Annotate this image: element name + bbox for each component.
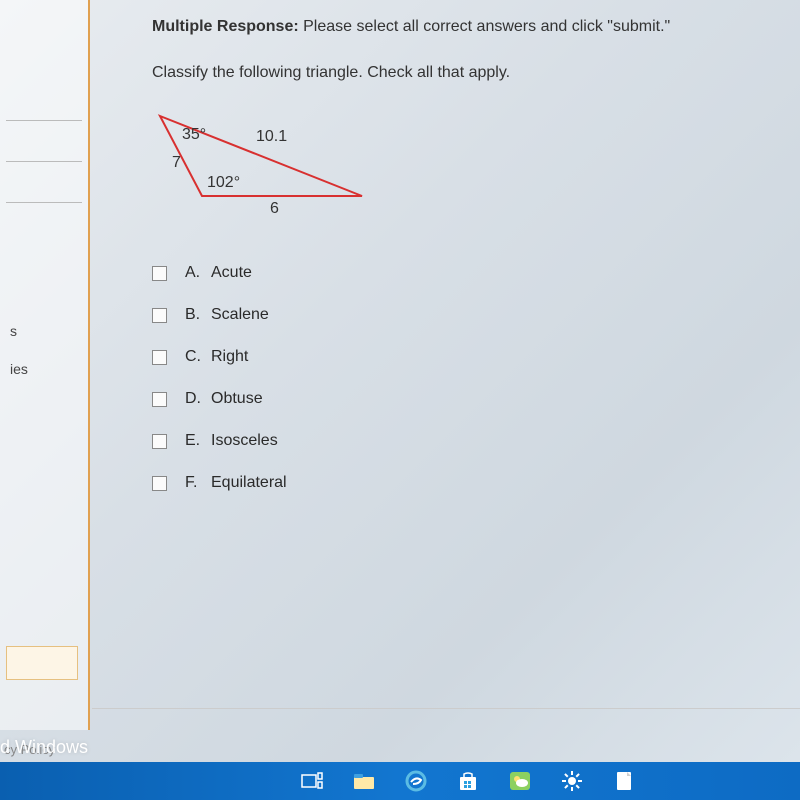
option-label: Right (211, 348, 248, 366)
file-explorer-icon[interactable] (352, 769, 376, 793)
sidebar: s ies (0, 0, 90, 730)
note-icon[interactable] (612, 769, 636, 793)
instruction-body: Please select all correct answers and cl… (299, 18, 671, 35)
sidebar-box[interactable] (6, 646, 78, 680)
option-letter: D. (185, 390, 211, 408)
option-letter: E. (185, 432, 211, 450)
option-label: Equilateral (211, 474, 287, 492)
weather-icon[interactable] (508, 769, 532, 793)
option-letter: B. (185, 306, 211, 324)
checkbox[interactable] (152, 434, 167, 449)
option-letter: C. (185, 348, 211, 366)
triangle-side-top: 10.1 (256, 128, 287, 146)
option-label: Obtuse (211, 390, 263, 408)
question-text: Classify the following triangle. Check a… (152, 64, 780, 82)
checkbox[interactable] (152, 308, 167, 323)
triangle-side-left: 7 (172, 154, 181, 172)
instruction-text: Multiple Response: Please select all cor… (152, 18, 780, 36)
brightness-icon[interactable] (560, 769, 584, 793)
task-view-icon[interactable] (300, 769, 324, 793)
checkbox[interactable] (152, 476, 167, 491)
answer-option[interactable]: C.Right (152, 348, 780, 366)
answer-option[interactable]: B.Scalene (152, 306, 780, 324)
triangle-angle-top: 35° (182, 126, 206, 144)
option-label: Isosceles (211, 432, 278, 450)
store-icon[interactable] (456, 769, 480, 793)
sidebar-divider (6, 120, 82, 121)
option-label: Acute (211, 264, 252, 282)
triangle-angle-bottom: 102° (207, 174, 240, 192)
answer-option[interactable]: D.Obtuse (152, 390, 780, 408)
option-letter: F. (185, 474, 211, 492)
option-label: Scalene (211, 306, 269, 324)
instruction-prefix: Multiple Response: (152, 18, 299, 35)
edge-browser-icon[interactable] (404, 769, 428, 793)
sidebar-divider (6, 161, 82, 162)
answer-option[interactable]: F.Equilateral (152, 474, 780, 492)
taskbar (0, 762, 800, 800)
checkbox[interactable] (152, 392, 167, 407)
question-content: Multiple Response: Please select all cor… (110, 0, 800, 730)
answer-option[interactable]: A.Acute (152, 264, 780, 282)
triangle-side-bottom: 6 (270, 200, 279, 218)
checkbox[interactable] (152, 350, 167, 365)
answer-options: A.Acute B.Scalene C.Right D.Obtuse E.Isoscel… (152, 264, 780, 492)
sidebar-item-label[interactable]: s (0, 323, 88, 339)
option-letter: A. (185, 264, 211, 282)
triangle-figure: 35° 10.1 7 102° 6 (152, 108, 392, 228)
checkbox[interactable] (152, 266, 167, 281)
sidebar-item-label[interactable]: ies (0, 361, 88, 377)
answer-option[interactable]: E.Isosceles (152, 432, 780, 450)
sidebar-divider (6, 202, 82, 203)
content-divider (92, 708, 800, 709)
windows-activation-text: d Windows (0, 733, 98, 762)
